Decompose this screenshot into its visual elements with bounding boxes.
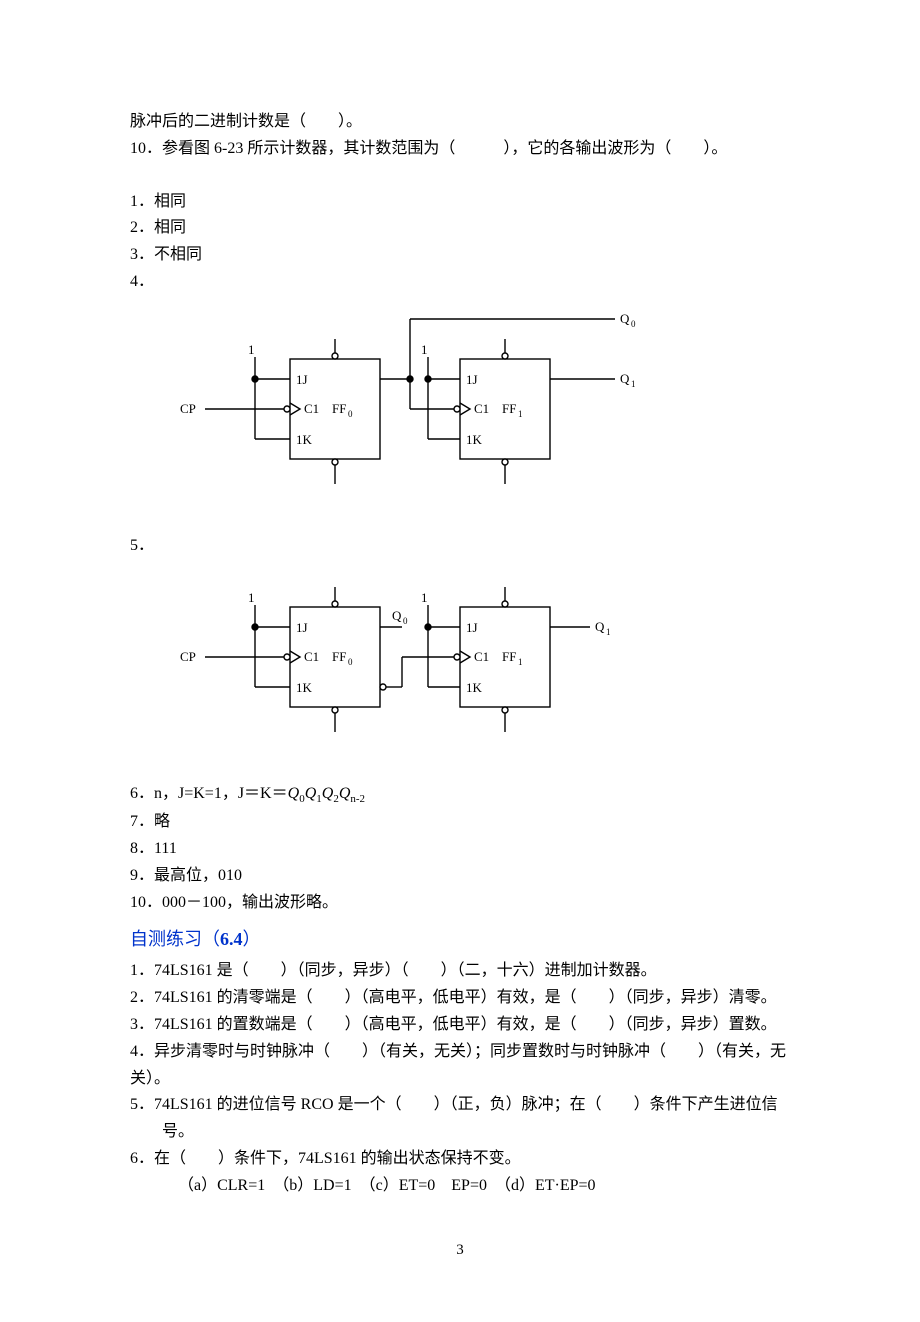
label-q0: Q 0 [620, 311, 636, 329]
answer-line: 5． [130, 534, 790, 559]
label-one: 1 [421, 342, 428, 357]
svg-text:FF: FF [502, 401, 516, 416]
text-line: 10．参看图 6-23 所示计数器，其计数范围为（ ），它的各输出波形为（ ）。 [130, 137, 790, 162]
diagram-2: 1 CP 1J 1K C1 FF 0 Q 0 1 [170, 562, 790, 756]
label-q0: Q 0 [392, 608, 408, 626]
svg-text:0: 0 [631, 319, 636, 329]
label-1j: 1J [296, 620, 308, 635]
label-1j: 1J [296, 372, 308, 387]
question-line: 3．74LS161 的置数端是（ ）（高电平，低电平）有效，是（ ）（同步，异步… [130, 1013, 790, 1038]
svg-text:1: 1 [518, 409, 523, 419]
question-line: 2．74LS161 的清零端是（ ）（高电平，低电平）有效，是（ ）（同步，异步… [130, 986, 790, 1011]
mc-options: （a）CLR=1 （b）LD=1 （c）ET=0 EP=0 （d）ET·EP=0 [130, 1174, 790, 1199]
question-line: 6．在（ ）条件下，74LS161 的输出状态保持不变。 [130, 1147, 790, 1172]
label-c1: C1 [304, 649, 319, 664]
answer-line: 8．111 [130, 837, 790, 862]
label-c1: C1 [474, 649, 489, 664]
question-line: 号。 [130, 1120, 790, 1145]
label-c1: C1 [474, 401, 489, 416]
label-one: 1 [248, 590, 255, 605]
label-c1: C1 [304, 401, 319, 416]
svg-text:FF: FF [332, 401, 346, 416]
svg-text:1: 1 [518, 657, 523, 667]
text-line: 脉冲后的二进制计数是（ ）。 [130, 110, 790, 135]
answer-line: 7．略 [130, 810, 790, 835]
question-line: 4．异步清零时与时钟脉冲（ ）（有关，无关）；同步置数时与时钟脉冲（ ）（有关，… [130, 1040, 790, 1065]
question-line: 1．74LS161 是（ ）（同步，异步）（ ）（二，十六）进制加计数器。 [130, 959, 790, 984]
svg-text:Q: Q [392, 608, 402, 623]
question-line: 5．74LS161 的进位信号 RCO 是一个（ ）（正，负）脉冲；在（ ）条件… [130, 1093, 790, 1118]
label-1k: 1K [466, 432, 483, 447]
svg-text:0: 0 [403, 616, 408, 626]
page-number: 3 [130, 1239, 790, 1262]
svg-text:0: 0 [348, 409, 353, 419]
answer-line: 10．000－100，输出波形略。 [130, 891, 790, 916]
svg-text:Q: Q [595, 619, 605, 634]
answer-line-6: 6．n，J=K=1，J＝K＝Q0Q1Q2Qn-2 [130, 782, 790, 808]
svg-text:Q: Q [620, 371, 630, 386]
label-one: 1 [421, 590, 428, 605]
answer-line: 1．相同 [130, 190, 790, 215]
question-line: 关）。 [130, 1067, 790, 1092]
label-q1: Q 1 [595, 619, 611, 637]
answer-line: 2．相同 [130, 216, 790, 241]
label-1j: 1J [466, 372, 478, 387]
svg-text:1: 1 [631, 379, 636, 389]
answer-line: 3．不相同 [130, 243, 790, 268]
label-1k: 1K [296, 432, 313, 447]
label-cp: CP [180, 401, 196, 416]
label-q1: Q 1 [620, 371, 636, 389]
svg-text:FF: FF [332, 649, 346, 664]
label-one: 1 [248, 342, 255, 357]
svg-text:1: 1 [606, 627, 611, 637]
label-1k: 1K [296, 680, 313, 695]
diagram-1: 1 CP 1J 1K C1 FF 0 Q 0 [170, 299, 790, 508]
svg-text:Q: Q [620, 311, 630, 326]
section-title: 自测练习（6.4） [130, 926, 790, 954]
svg-text:FF: FF [502, 649, 516, 664]
label-1j: 1J [466, 620, 478, 635]
label-1k: 1K [466, 680, 483, 695]
answer-line: 9．最高位，010 [130, 864, 790, 889]
label-cp: CP [180, 649, 196, 664]
answer-line: 4． [130, 270, 790, 295]
svg-text:0: 0 [348, 657, 353, 667]
